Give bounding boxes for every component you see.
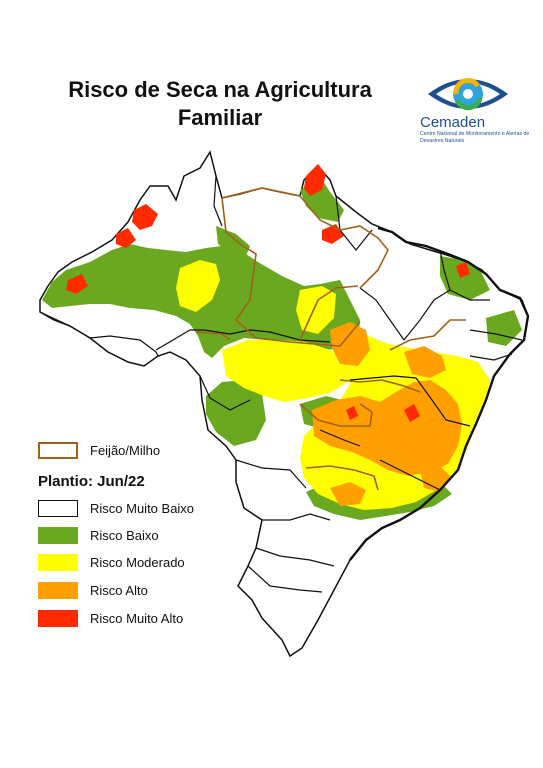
legend-crop-row: Feijão/Milho	[38, 440, 160, 460]
risk-low-north	[216, 226, 250, 256]
risk-very-high-east	[404, 404, 420, 422]
risk-moderate-center	[222, 340, 350, 402]
risk-moderate-pa	[296, 286, 336, 334]
crop-zone-borders	[195, 187, 466, 491]
state-borders	[39, 175, 523, 593]
legend-swatch-low	[38, 526, 78, 544]
legend-swatch-very-low	[38, 499, 78, 517]
legend-row-very-low: Risco Muito Baixo	[38, 498, 194, 518]
legend-label-very-low: Risco Muito Baixo	[90, 500, 195, 516]
risk-high-northeast	[404, 346, 446, 378]
risk-moderate-north	[176, 260, 220, 312]
risk-very-high-amazon-1	[132, 204, 158, 230]
risk-very-high-amazon-2	[116, 228, 136, 248]
legend-label-very-high: Risco Muito Alto	[90, 610, 184, 626]
title-line-2: Familiar	[177, 105, 263, 130]
legend-label-low: Risco Baixo	[90, 527, 159, 543]
risk-very-high-center	[346, 406, 358, 420]
risk-low-southwest	[206, 380, 266, 446]
legend-label-high: Risco Alto	[90, 582, 148, 598]
logo-name: Cemaden	[420, 114, 486, 131]
legend-crop-label: Feijão/Milho	[90, 442, 161, 458]
risk-high-south	[330, 482, 366, 506]
risk-low-northeast	[440, 256, 490, 300]
risk-very-high-ne	[456, 262, 470, 278]
legend-swatch-moderate	[38, 553, 78, 571]
coastline	[349, 226, 530, 561]
legend-plantio-title: Plantio: Jun/22	[38, 473, 145, 490]
legend-swatch-very-high	[38, 609, 78, 627]
logo-subtitle: Centro Nacional de Monitoramento e Alert…	[420, 131, 530, 144]
legend-row-moderate: Risco Moderado	[38, 552, 185, 572]
risk-very-high-amapa	[304, 164, 326, 196]
risk-low-coast	[486, 310, 522, 346]
legend-row-very-high: Risco Muito Alto	[38, 608, 183, 628]
eye-logo-icon	[428, 78, 508, 111]
risk-high-north	[330, 322, 370, 366]
legend-row-high: Risco Alto	[38, 580, 148, 600]
legend-label-moderate: Risco Moderado	[90, 554, 185, 570]
map-title: Risco de Seca na Agricultura Familiar	[30, 76, 410, 132]
risk-high-center	[312, 380, 462, 476]
title-line-1: Risco de Seca na Agricultura	[68, 77, 372, 102]
legend-row-low: Risco Baixo	[38, 525, 159, 545]
legend-swatch-high	[38, 581, 78, 599]
legend-crop-swatch	[38, 441, 78, 459]
risk-very-high-amazon-3	[66, 274, 88, 294]
